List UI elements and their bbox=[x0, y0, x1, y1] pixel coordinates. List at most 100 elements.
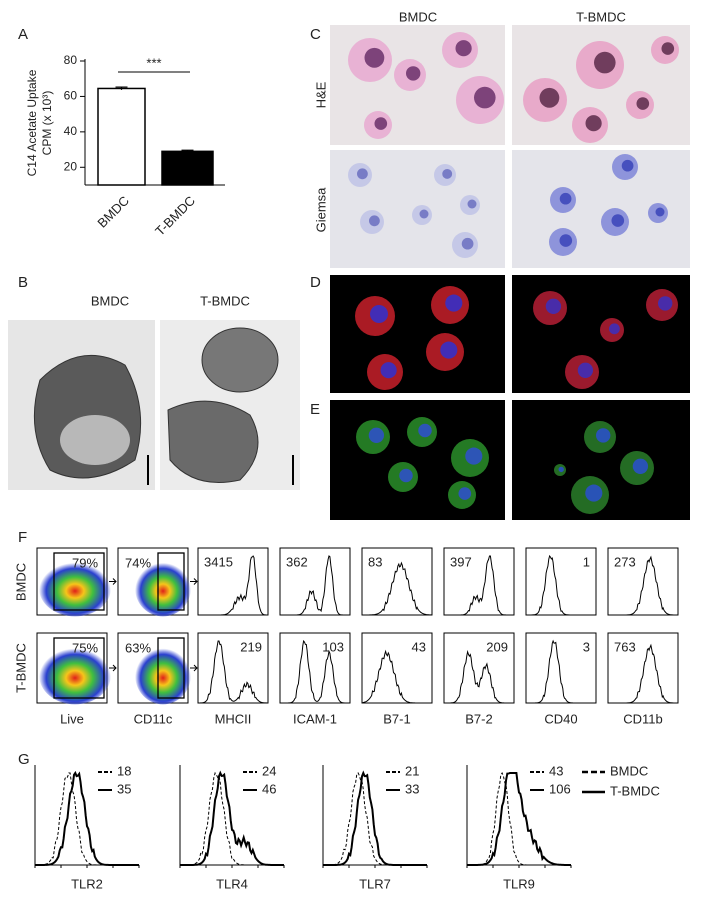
histogram-frame bbox=[607, 632, 679, 704]
legend-label: BMDC bbox=[610, 763, 648, 778]
x-label: CD11b bbox=[623, 711, 663, 726]
gate-percent: 74% bbox=[125, 555, 151, 570]
histogram-curve bbox=[362, 561, 433, 616]
nucleus bbox=[442, 168, 453, 179]
error-bar bbox=[181, 149, 194, 153]
histogram-curve bbox=[198, 555, 268, 616]
nucleus bbox=[357, 168, 368, 180]
mfi-value: 763 bbox=[614, 639, 636, 654]
histogram-frame bbox=[525, 547, 597, 616]
mfi-value: 209 bbox=[486, 639, 508, 654]
histogram-frame bbox=[443, 547, 515, 616]
x-label: B7-1 bbox=[383, 711, 410, 726]
x-label: TLR2 bbox=[71, 876, 103, 891]
dot-density bbox=[39, 645, 111, 705]
nucleus bbox=[539, 87, 560, 108]
nucleus bbox=[399, 468, 413, 483]
panel-label: F bbox=[18, 529, 27, 546]
mfi-value: 46 bbox=[262, 781, 276, 796]
histogram-curve bbox=[526, 554, 596, 616]
bar bbox=[161, 150, 214, 186]
gate bbox=[53, 637, 105, 699]
mfi-value: 33 bbox=[405, 781, 419, 796]
histogram-frame bbox=[197, 632, 269, 704]
panel-label: B bbox=[18, 274, 28, 291]
nucleus bbox=[636, 97, 650, 110]
nucleus bbox=[559, 234, 573, 247]
axes bbox=[466, 765, 571, 866]
panel-label: A bbox=[18, 26, 28, 43]
nucleus bbox=[558, 466, 564, 473]
mfi-value: 21 bbox=[405, 763, 419, 778]
row-label: T-BMDC bbox=[13, 643, 28, 693]
nucleus bbox=[467, 199, 477, 209]
mfi-value: 362 bbox=[286, 554, 308, 569]
x-label: TLR4 bbox=[216, 876, 248, 891]
arrow bbox=[109, 664, 117, 672]
dot-density bbox=[39, 560, 111, 617]
nucleus bbox=[406, 66, 421, 81]
row-label: Giemsa bbox=[313, 187, 328, 233]
gate-percent: 75% bbox=[72, 640, 98, 655]
histogram-curve bbox=[608, 555, 678, 616]
gate bbox=[157, 552, 185, 611]
em-vesicles bbox=[60, 415, 130, 465]
axes bbox=[179, 765, 284, 866]
panel-label: G bbox=[18, 751, 30, 768]
column-label: T-BMDC bbox=[200, 293, 250, 308]
x-label: TLR9 bbox=[503, 876, 535, 891]
nucleus bbox=[655, 207, 665, 217]
dot-density bbox=[135, 560, 191, 617]
y-tick-label: 40 bbox=[64, 124, 78, 138]
nucleus bbox=[418, 423, 432, 438]
histogram-curve bbox=[180, 770, 284, 866]
nucleus bbox=[465, 447, 483, 465]
nucleus bbox=[585, 484, 603, 502]
nucleus bbox=[585, 115, 602, 132]
histogram-curve bbox=[35, 770, 139, 866]
histogram-curve bbox=[280, 555, 350, 616]
nucleus bbox=[545, 298, 562, 314]
histogram-frame bbox=[279, 547, 351, 616]
histogram-curve bbox=[361, 649, 432, 704]
panel-label: C bbox=[310, 26, 321, 43]
nucleus bbox=[364, 47, 385, 68]
mfi-value: 106 bbox=[549, 781, 571, 796]
panel-label: E bbox=[310, 401, 320, 418]
mfi-value: 3415 bbox=[204, 554, 233, 569]
histogram-frame bbox=[525, 632, 597, 704]
histogram-frame bbox=[279, 632, 351, 704]
histogram-frame bbox=[361, 547, 433, 616]
em-cell bbox=[201, 327, 279, 393]
gate bbox=[53, 552, 105, 611]
error-bar bbox=[115, 86, 128, 90]
y-tick-label: 60 bbox=[64, 89, 78, 103]
y-tick-label: 20 bbox=[64, 159, 78, 173]
gate-percent: 63% bbox=[125, 640, 151, 655]
significance: *** bbox=[146, 55, 161, 70]
mfi-value: 83 bbox=[368, 554, 382, 569]
dot-density bbox=[135, 645, 191, 705]
mfi-value: 24 bbox=[262, 763, 276, 778]
histogram-curve bbox=[444, 555, 514, 616]
nucleus bbox=[621, 159, 634, 172]
nucleus bbox=[609, 323, 620, 335]
histogram-curve bbox=[280, 639, 350, 704]
histogram-curve bbox=[526, 639, 596, 704]
x-label: Live bbox=[60, 711, 84, 726]
nucleus bbox=[380, 362, 397, 379]
gate bbox=[157, 637, 185, 699]
nucleus bbox=[440, 341, 458, 359]
nucleus bbox=[632, 458, 649, 474]
mfi-value: 103 bbox=[322, 639, 344, 654]
x-tick-label: BMDC bbox=[94, 193, 132, 231]
mfi-value: 219 bbox=[240, 639, 262, 654]
x-label: ICAM-1 bbox=[293, 711, 337, 726]
mfi-value: 18 bbox=[117, 763, 131, 778]
arrow bbox=[190, 664, 198, 672]
column-label: T-BMDC bbox=[576, 9, 626, 24]
y-axis-label-line: C14 Acetate Uptake bbox=[25, 69, 39, 176]
column-label: BMDC bbox=[91, 293, 129, 308]
x-label: MHCII bbox=[215, 711, 252, 726]
nucleus bbox=[596, 428, 611, 443]
